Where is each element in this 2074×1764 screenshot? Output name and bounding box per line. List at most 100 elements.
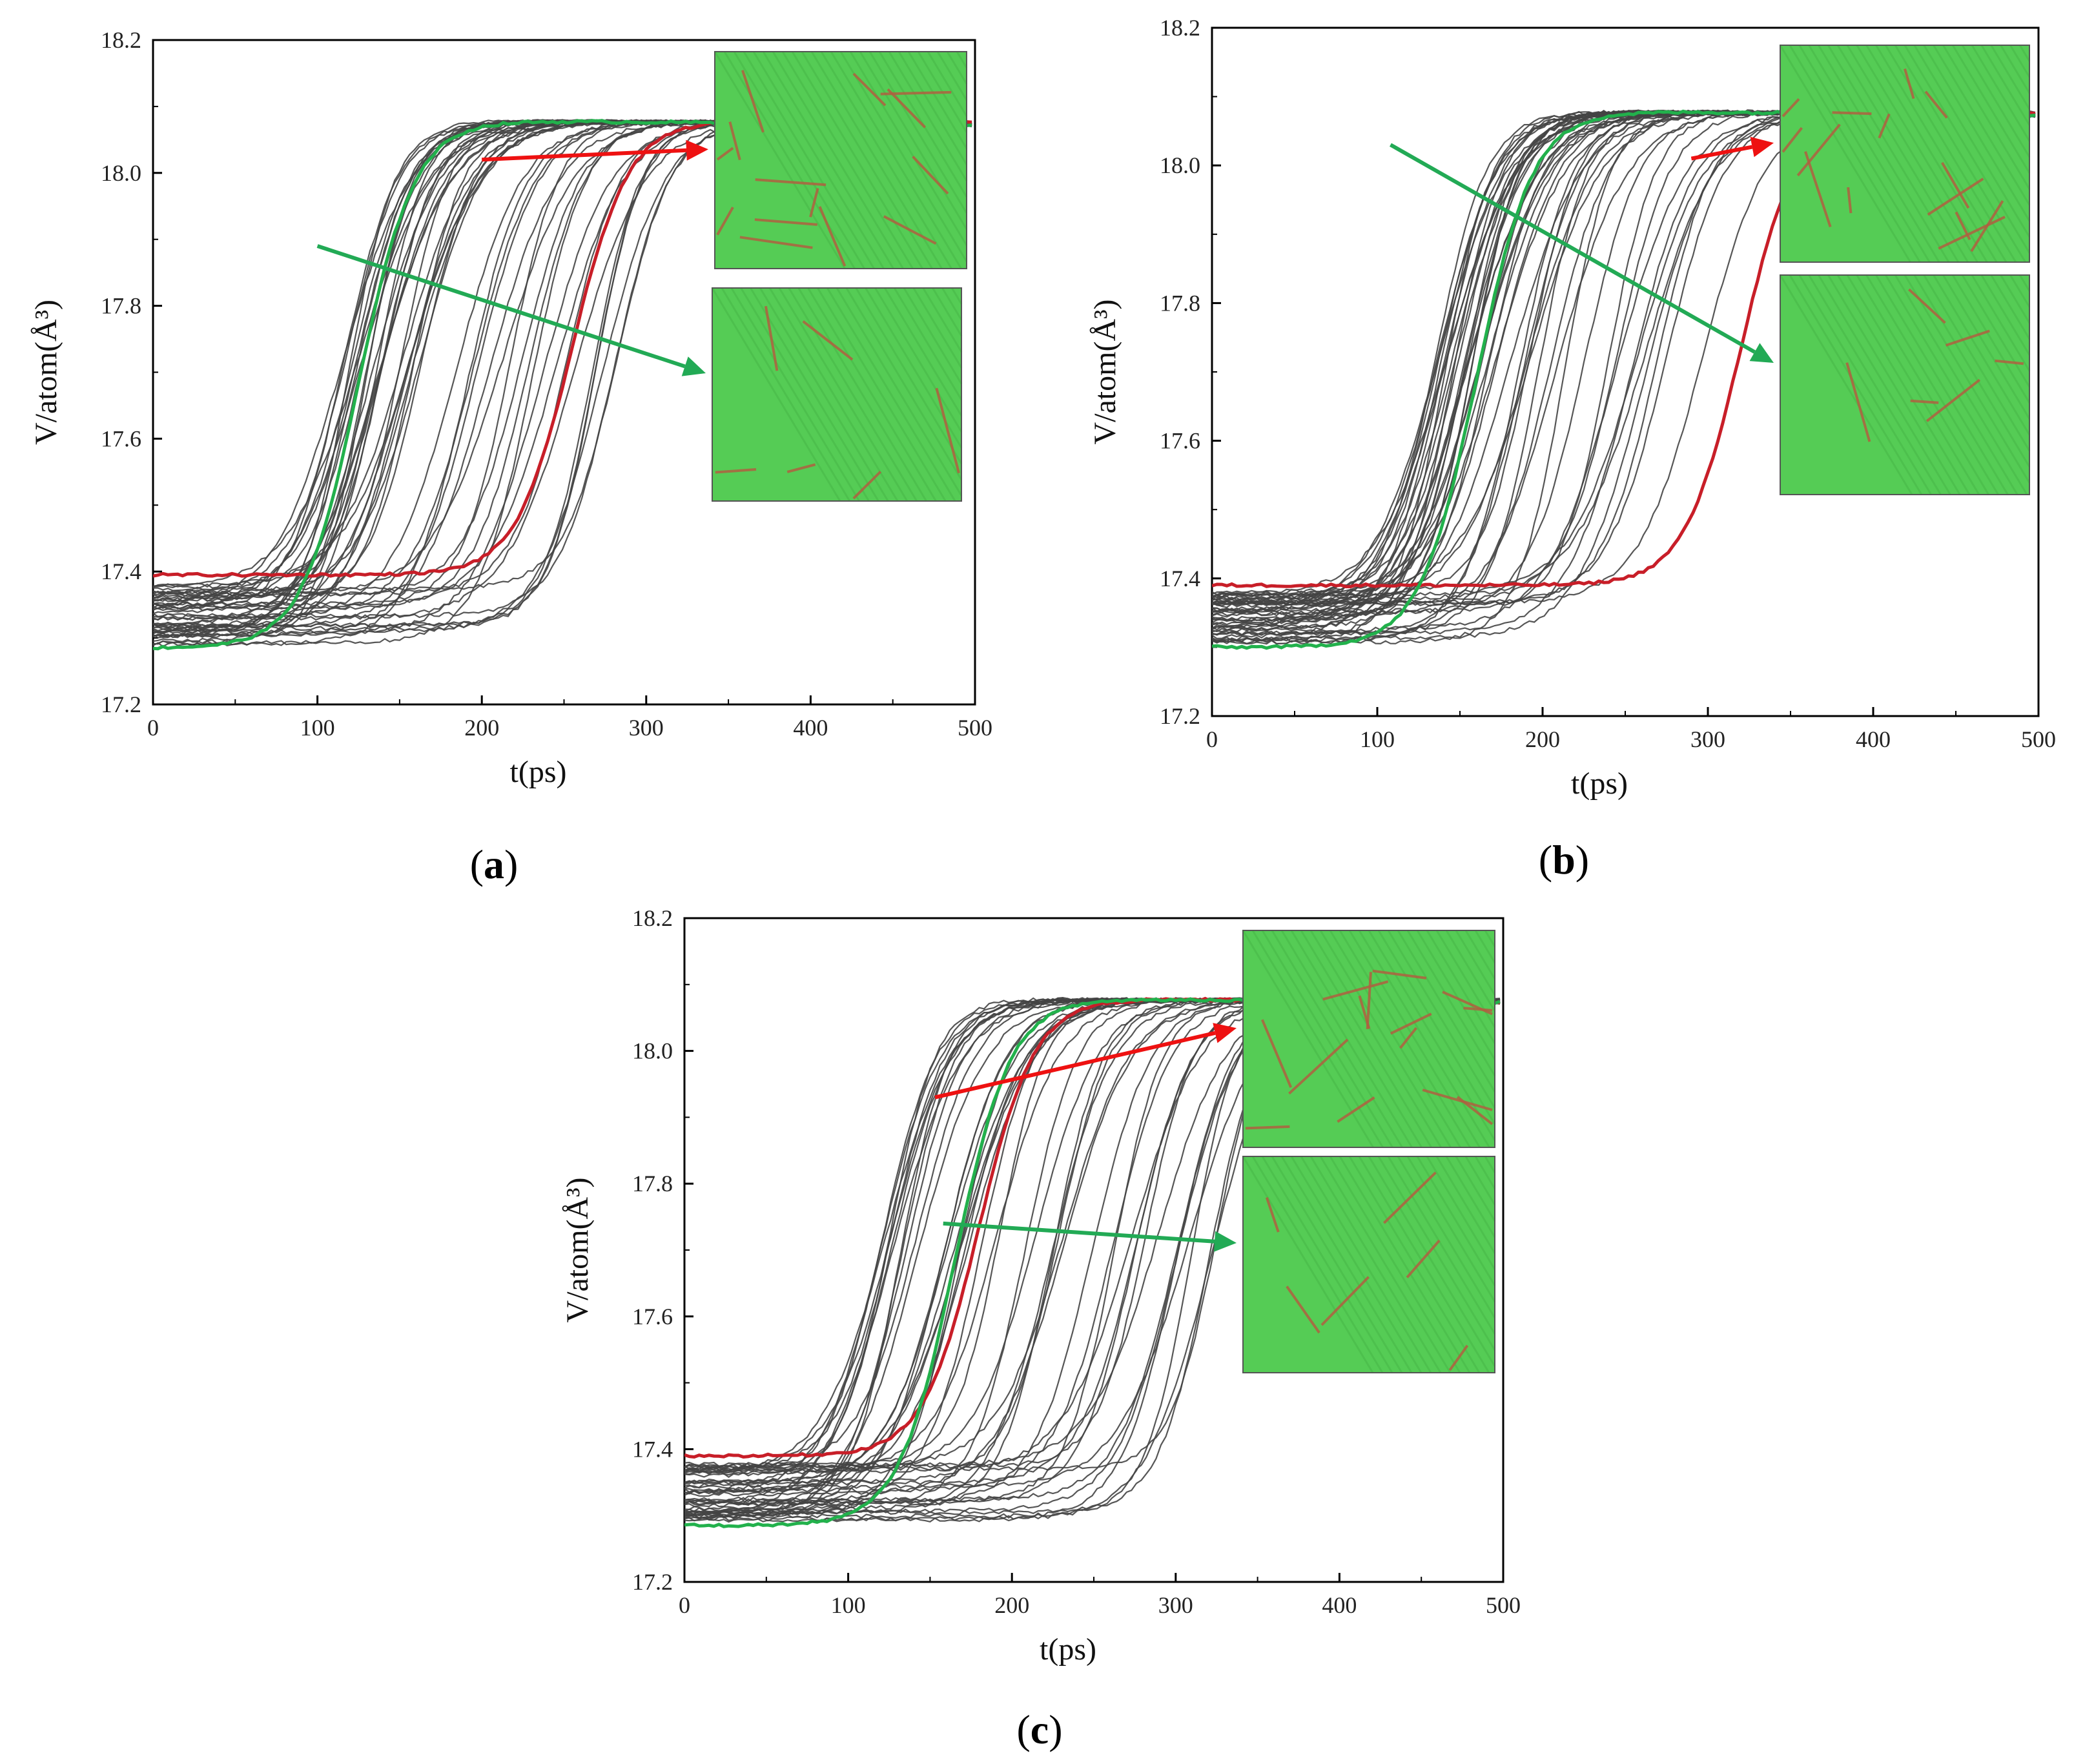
inset-lattice-line [1426, 1156, 1496, 1270]
inset-defect-line [809, 188, 819, 218]
inset-defect-line [818, 206, 847, 267]
x-axis-title: t(ps) [1571, 766, 1628, 801]
inset-lattice-line [730, 287, 860, 502]
inset-lattice-line [888, 51, 968, 181]
inset-lattice-line [1358, 1156, 1490, 1373]
inset-lattice-line [1358, 930, 1490, 1148]
y-tick-label: 18.2 [1160, 15, 1200, 41]
inset-lattice-line [1348, 930, 1481, 1148]
inset-lattice-line [883, 287, 963, 416]
inset-lattice-line [912, 287, 963, 369]
inset-background [1780, 274, 2030, 495]
inset-defect-line [1941, 161, 1970, 209]
inset-lattice-line [950, 287, 963, 305]
inset-lattice-line [1242, 1156, 1374, 1373]
inset-lattice-line [1474, 930, 1496, 963]
inset-defect-line [1406, 1239, 1441, 1278]
inset-background [1242, 930, 1495, 1148]
inset-lattice-line [1445, 930, 1496, 1012]
inset-defect-line [1847, 187, 1853, 214]
green-structure-arrow [943, 1221, 1215, 1244]
inset-lattice-line [781, 51, 914, 269]
inset-lattice-line [1961, 274, 2031, 387]
inset-lattice-line [1933, 274, 2031, 436]
inset-lattice-line [1319, 1156, 1452, 1373]
inset-lattice-line [1406, 1156, 1496, 1302]
inset-lattice-line [759, 287, 889, 502]
inset-lattice-line [801, 51, 933, 269]
inset-lattice-line [1980, 274, 2031, 356]
inset-defect-line [1286, 1286, 1320, 1334]
inset-defect-line [1845, 362, 1871, 442]
inset-defect-line [786, 463, 816, 473]
inset-lattice-line [1445, 1156, 1496, 1238]
inset-lattice-line [1271, 1156, 1403, 1373]
inset-defect-line [1448, 1344, 1469, 1371]
inset-defect-line [716, 147, 734, 161]
inset-defect-line [912, 156, 949, 195]
inset-lattice-line [797, 287, 927, 502]
inset-texture [1779, 45, 2031, 263]
panel-label: (b) [1539, 837, 1589, 883]
inset-lattice-line [1426, 930, 1496, 1044]
inset-lattice-line [1397, 1156, 1496, 1318]
inset-lattice-line [1827, 45, 1960, 263]
x-tick-label: 500 [958, 715, 992, 741]
y-tick-label: 18.2 [101, 27, 141, 53]
inset-lattice-line [1348, 1156, 1481, 1373]
inset-lattice-line [1789, 45, 1921, 263]
inset-lattice-line [1300, 930, 1432, 1148]
inset-lattice-line [907, 51, 968, 149]
green-structure-inset [1779, 274, 2031, 495]
inset-lattice-line [810, 51, 943, 269]
inset-lattice-line [1309, 1156, 1442, 1373]
y-tick-label: 17.6 [101, 426, 141, 451]
inset-lattice-line [1836, 274, 1971, 495]
inset-lattice-line [1329, 930, 1461, 1148]
green-structure-inset [711, 287, 963, 502]
inset-lattice-line [1261, 1156, 1393, 1373]
curves [684, 996, 1501, 1528]
inset-lattice-line [1865, 45, 1998, 263]
inset-defect-line [802, 320, 854, 361]
inset-lattice-line [839, 51, 968, 262]
inset-lattice-line [1990, 45, 2031, 110]
inset-lattice-line [1397, 930, 1496, 1092]
red-structure-inset [1779, 45, 2031, 263]
inset-defect-line [1781, 98, 1800, 118]
inset-lattice-line [845, 287, 963, 480]
inset-lattice-line [1808, 45, 1940, 263]
inset-defect-line [1781, 127, 1803, 153]
inset-lattice-line [1885, 274, 2018, 495]
inset-lattice-line [1435, 1156, 1496, 1254]
inset-lattice-line [1377, 1156, 1496, 1351]
inset-lattice-line [1251, 930, 1384, 1148]
inset-lattice-line [1923, 274, 2031, 451]
inset-defect-line [1265, 1197, 1280, 1233]
inset-lattice-line [772, 51, 904, 269]
inset-lattice-line [762, 51, 894, 269]
inset-lattice-line [1339, 1156, 1471, 1373]
y-tick-label: 17.8 [1160, 290, 1200, 316]
inset-lattice-line [752, 51, 885, 269]
inset-lattice-line [1455, 1156, 1496, 1222]
x-tick-label: 400 [1322, 1592, 1357, 1618]
inset-lattice-line [791, 51, 923, 269]
x-axis-title: t(ps) [1040, 1632, 1096, 1667]
inset-lattice-line [2000, 274, 2031, 324]
inset-lattice-line [778, 287, 909, 502]
inset-lattice-line [750, 287, 879, 502]
inset-lattice-line [1300, 1156, 1432, 1373]
red-structure-arrow [482, 148, 687, 162]
y-tick-label: 17.4 [101, 559, 141, 584]
inset-lattice-line [946, 51, 968, 85]
inset-lattice-line [903, 287, 963, 385]
inset-defect-line [715, 468, 757, 474]
x-tick-label: 100 [831, 1592, 866, 1618]
inset-defect-line [1372, 969, 1427, 979]
y-tick-label: 17.8 [632, 1171, 673, 1196]
inset-lattice-line [1484, 930, 1496, 947]
inset-defect-line [1995, 359, 2024, 365]
inset-lattice-line [855, 287, 963, 464]
x-tick-label: 300 [1690, 726, 1725, 752]
